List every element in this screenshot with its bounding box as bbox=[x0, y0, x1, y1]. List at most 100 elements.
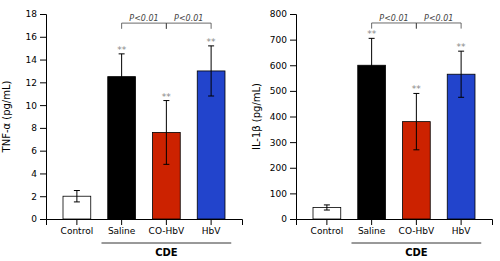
tick-mark bbox=[326, 219, 327, 225]
error-bar bbox=[369, 38, 375, 92]
tick-label: 500 bbox=[270, 86, 287, 96]
bracket bbox=[372, 23, 417, 29]
tick: 500 bbox=[270, 86, 296, 96]
tick-label: CO-HbV bbox=[399, 226, 435, 236]
tick: 6 bbox=[31, 146, 46, 156]
tick-mark bbox=[40, 128, 46, 129]
tick-label: Control bbox=[61, 226, 94, 236]
bracket bbox=[416, 23, 461, 29]
group-label: CDE bbox=[155, 247, 178, 258]
tick-mark bbox=[290, 40, 296, 41]
tick-mark bbox=[40, 196, 46, 197]
annotations: ******P<0.01P<0.01CDE bbox=[101, 14, 231, 258]
tick-label: Control bbox=[311, 226, 344, 236]
tick: HbV bbox=[452, 219, 471, 236]
tick-mark bbox=[40, 82, 46, 83]
tick-mark bbox=[76, 219, 77, 225]
tick-label: 4 bbox=[31, 169, 37, 179]
significance-star: ** bbox=[367, 29, 377, 39]
x-axis: Control Saline CO-HbV HbV bbox=[297, 219, 493, 236]
tick: 600 bbox=[270, 61, 296, 71]
tick-label: 2 bbox=[31, 192, 37, 202]
axis-line bbox=[47, 220, 243, 226]
tick-mark bbox=[40, 151, 46, 152]
tick-mark bbox=[211, 219, 212, 225]
bracket bbox=[166, 23, 211, 29]
tick: 2 bbox=[31, 192, 46, 202]
tick-mark bbox=[40, 37, 46, 38]
tick-label: 300 bbox=[270, 138, 287, 148]
bracket-label: P<0.01 bbox=[424, 14, 453, 23]
error-bar bbox=[163, 101, 169, 165]
axis-line bbox=[290, 15, 297, 220]
tick-mark bbox=[290, 193, 296, 194]
tick-mark bbox=[40, 173, 46, 174]
error-bar bbox=[74, 191, 80, 202]
panel: 0 2 4 6 8 10 12 14 16 18 Control Saline CO-HbV HbV TNF… bbox=[1, 9, 243, 258]
panel: 0100200300400500600700800ControlSalineCO… bbox=[251, 9, 493, 258]
tick: Saline bbox=[358, 219, 386, 236]
tick-label: 16 bbox=[26, 32, 38, 42]
significance-star: ** bbox=[412, 84, 422, 94]
significance-star: ** bbox=[162, 92, 172, 102]
tick: 8 bbox=[31, 123, 46, 133]
tick: 300 bbox=[270, 138, 296, 148]
tick-mark bbox=[166, 219, 167, 225]
bracket-label: P<0.01 bbox=[174, 14, 203, 23]
tick-label: 10 bbox=[26, 100, 38, 110]
tick-mark bbox=[121, 219, 122, 225]
axis-line bbox=[297, 220, 493, 226]
tick-label: 14 bbox=[26, 55, 38, 65]
tick: 16 bbox=[26, 32, 46, 42]
plot-area bbox=[63, 46, 225, 219]
tick-label: 18 bbox=[26, 9, 38, 19]
group-label: CDE bbox=[405, 247, 428, 258]
error-bar bbox=[458, 51, 464, 97]
tick-mark bbox=[416, 219, 417, 225]
tick: 12 bbox=[26, 78, 46, 88]
tick-mark bbox=[461, 219, 462, 225]
group-line bbox=[351, 243, 481, 244]
plot-area bbox=[313, 38, 475, 219]
tick-label: HbV bbox=[202, 226, 221, 236]
tick: 14 bbox=[26, 55, 46, 65]
y-axis: 0 2 4 6 8 10 12 14 16 18 bbox=[26, 9, 47, 224]
tick-label: 12 bbox=[26, 78, 37, 88]
tick-mark bbox=[290, 117, 296, 118]
tick-label: Saline bbox=[108, 226, 136, 236]
tick-mark bbox=[40, 14, 46, 15]
figure: 0 2 4 6 8 10 12 14 16 18 Control Saline CO-HbV HbV TNF… bbox=[0, 0, 500, 261]
tick-label: 200 bbox=[270, 163, 287, 173]
group-line bbox=[101, 243, 231, 244]
tick-mark bbox=[290, 219, 296, 220]
error-bar bbox=[324, 205, 330, 210]
tick: Control bbox=[61, 219, 94, 236]
tick-label: 6 bbox=[31, 146, 37, 156]
tick-label: CO-HbV bbox=[149, 226, 185, 236]
axis-title: TNF-α (pg/mL) bbox=[1, 80, 12, 153]
tick: 0 bbox=[31, 214, 46, 224]
tick-label: 400 bbox=[270, 112, 287, 122]
axis-line bbox=[40, 15, 47, 220]
tick-mark bbox=[290, 142, 296, 143]
tick: 4 bbox=[31, 169, 46, 179]
tick-mark bbox=[290, 65, 296, 66]
tick-mark bbox=[290, 168, 296, 169]
axis-title: IL-1β (pg/mL) bbox=[251, 83, 262, 150]
tick-label: HbV bbox=[452, 226, 471, 236]
tick: Saline bbox=[108, 219, 136, 236]
error-bar bbox=[119, 54, 125, 100]
tick-label: 600 bbox=[270, 61, 287, 71]
tick-label: 0 bbox=[281, 214, 287, 224]
tick: 0 bbox=[281, 214, 296, 224]
tick-mark bbox=[371, 219, 372, 225]
tick: 10 bbox=[26, 100, 46, 110]
tick-mark bbox=[290, 91, 296, 92]
significance-star: ** bbox=[457, 42, 467, 52]
error-bar bbox=[413, 93, 419, 149]
tick-mark bbox=[290, 14, 296, 15]
tick: 400 bbox=[270, 112, 296, 122]
tick-mark bbox=[40, 105, 46, 106]
tick: 700 bbox=[270, 35, 296, 45]
tick: 18 bbox=[26, 9, 46, 19]
